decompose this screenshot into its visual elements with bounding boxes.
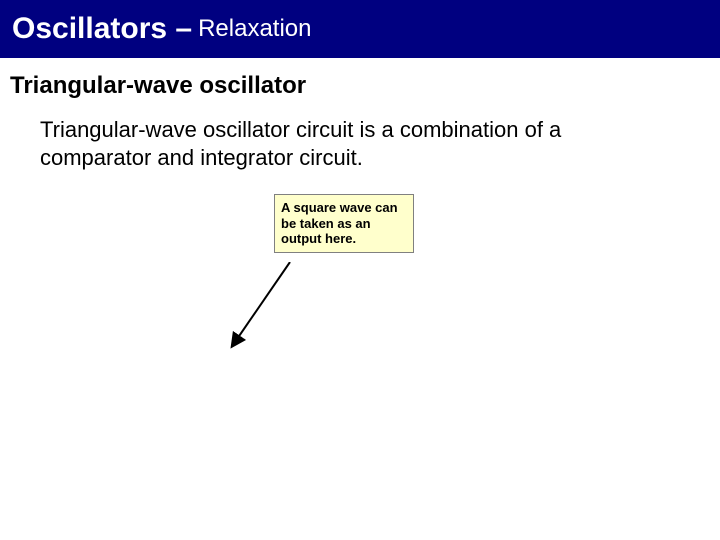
title-bar: Oscillators – Relaxation <box>0 0 720 58</box>
slide-title-main: Oscillators – <box>12 12 192 46</box>
slide-title-sub: Relaxation <box>198 15 311 43</box>
callout-text: A square wave can be taken as an output … <box>281 200 398 246</box>
arrow-line <box>235 262 290 342</box>
section-subtitle: Triangular-wave oscillator <box>10 72 306 100</box>
body-paragraph: Triangular-wave oscillator circuit is a … <box>40 116 640 171</box>
callout-arrow <box>230 262 310 362</box>
callout-box: A square wave can be taken as an output … <box>274 194 414 253</box>
slide: Oscillators – Relaxation Triangular-wave… <box>0 0 720 540</box>
